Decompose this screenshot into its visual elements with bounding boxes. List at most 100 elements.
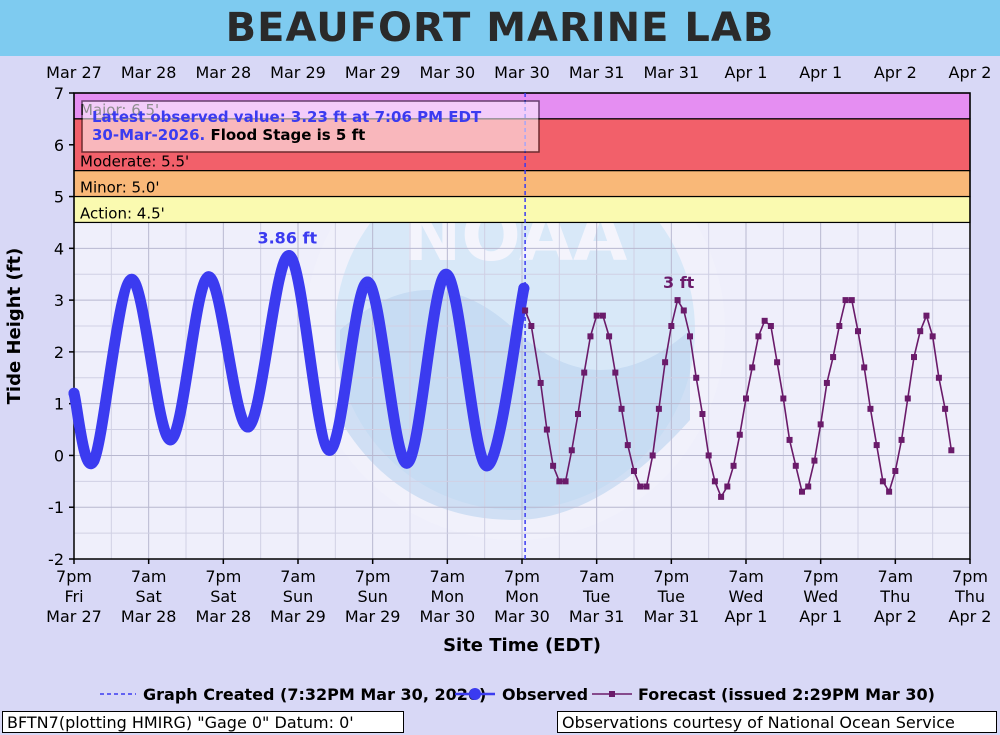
forecast-point [917, 328, 924, 335]
forecast-point [556, 478, 563, 485]
x-tick-label: Mar 29 [345, 607, 401, 626]
forecast-point [892, 467, 899, 474]
forecast-point [649, 452, 656, 459]
forecast-point [587, 333, 594, 340]
x-tick-label: 7am [728, 567, 764, 586]
x-tick-label: 7pm [56, 567, 92, 586]
y-axis-label: Tide Height (ft) [4, 248, 25, 405]
forecast-point [867, 405, 874, 412]
forecast-point [904, 395, 911, 402]
observed-point [164, 434, 176, 446]
forecast-point [935, 374, 942, 381]
forecast-point [705, 452, 712, 459]
top-tick-label: Mar 30 [494, 63, 550, 82]
observed-point [440, 268, 452, 280]
x-tick-label: 7pm [803, 567, 839, 586]
forecast-point [522, 307, 529, 314]
forecast-point [855, 328, 861, 335]
forecast-point [581, 369, 588, 376]
observed-point [518, 282, 530, 294]
x-tick-label: Mar 27 [46, 607, 102, 626]
x-tick-label: Mon [505, 587, 539, 606]
y-tick-label: 0 [54, 446, 64, 465]
x-tick-label: Tue [582, 587, 610, 606]
stage-band-label: Moderate: 5.5' [80, 153, 189, 171]
forecast-point [830, 354, 837, 361]
forecast-point [755, 333, 762, 340]
forecast-point [537, 379, 544, 386]
forecast-point [668, 323, 675, 329]
observed-point [202, 271, 214, 283]
x-tick-label: 7pm [653, 567, 689, 586]
x-tick-label: Mar 30 [420, 607, 476, 626]
forecast-point [842, 297, 849, 304]
x-axis-label: Site Time (EDT) [443, 635, 601, 656]
series-group: 3.86 ft 3 ft [68, 93, 955, 559]
x-tick-label: Sat [210, 587, 236, 606]
forecast-point [624, 442, 631, 449]
top-tick-label: Apr 1 [799, 63, 842, 82]
forecast-point [873, 442, 880, 449]
top-tick-label: Apr 1 [725, 63, 768, 82]
y-tick-label: 2 [54, 343, 64, 362]
x-tick-label: Mon [430, 587, 464, 606]
peak-annotation: 3 ft [663, 273, 695, 292]
footer-datum: BFTN7(plotting HMIRG) "Gage 0" Datum: 0' [2, 711, 404, 733]
x-tick-label: 7pm [205, 567, 241, 586]
page-title: BEAUFORT MARINE LAB [0, 0, 1000, 56]
forecast-point [693, 374, 700, 381]
forecast-point [637, 483, 644, 490]
forecast-point [674, 297, 681, 304]
forecast-point [528, 323, 535, 329]
axes: -2 -1 0 1 2 3 4 5 6 7 Mar 27 Mar 28 Mar 28 Mar 29 Mar … [4, 63, 991, 656]
forecast-point [823, 379, 830, 386]
x-tick-label: 7am [878, 567, 914, 586]
x-tick-label: 7pm [504, 567, 540, 586]
x-tick-label: Apr 1 [725, 607, 768, 626]
y-tick-label: 1 [54, 395, 64, 414]
x-tick-label: Tue [657, 587, 685, 606]
x-tick-label: Mar 30 [494, 607, 550, 626]
peak-annotation: 3.86 ft [257, 229, 317, 248]
observed-point [323, 444, 335, 456]
observed-point [283, 250, 295, 262]
notice-flood-stage: Flood Stage is 5 ft [205, 126, 365, 144]
forecast-point [631, 467, 637, 474]
svg-text:30-Mar-2026. Flood Stage is 5: 30-Mar-2026. Flood Stage is 5 ft [92, 126, 365, 144]
forecast-point [861, 364, 868, 371]
stage-band-label: Minor: 5.0' [80, 179, 160, 197]
y-tick-label: 5 [54, 188, 64, 207]
observed-point [401, 457, 413, 469]
x-tick-label: 7am [430, 567, 466, 586]
forecast-point [929, 333, 936, 340]
x-tick-label: Sat [136, 587, 162, 606]
top-tick-label: Apr 2 [874, 63, 917, 82]
forecast-point [718, 493, 725, 500]
top-tick-label: Mar 28 [121, 63, 177, 82]
tide-chart: NOAA Major: 6.5'Moderate: 5.5'Minor: 5.0… [4, 63, 991, 704]
forecast-point [568, 447, 575, 454]
forecast-point [786, 436, 793, 443]
top-tick-label: Mar 29 [345, 63, 401, 82]
forecast-point [575, 411, 581, 418]
x-tick-label: Mar 28 [121, 607, 177, 626]
stage-band [73, 170, 971, 198]
y-tick-label: 7 [54, 84, 64, 103]
x-tick-label: Mar 31 [644, 607, 700, 626]
forecast-point [811, 457, 818, 464]
forecast-point [550, 462, 557, 469]
x-tick-label: Sun [283, 587, 313, 606]
forecast-point [805, 483, 812, 490]
forecast-point [898, 436, 905, 443]
observed-point [242, 421, 254, 433]
forecast-point [799, 488, 805, 495]
notice-line1: Latest observed value: 3.23 ft at 7:06 P… [92, 108, 482, 126]
notice-date: 30-Mar-2026. [92, 126, 205, 144]
forecast-point [643, 483, 650, 490]
forecast-point [655, 405, 662, 412]
observed-point [88, 455, 100, 467]
forecast-point [774, 359, 781, 366]
observed-point [481, 460, 493, 472]
observed-point [125, 273, 137, 285]
x-tick-label: 7am [280, 567, 316, 586]
